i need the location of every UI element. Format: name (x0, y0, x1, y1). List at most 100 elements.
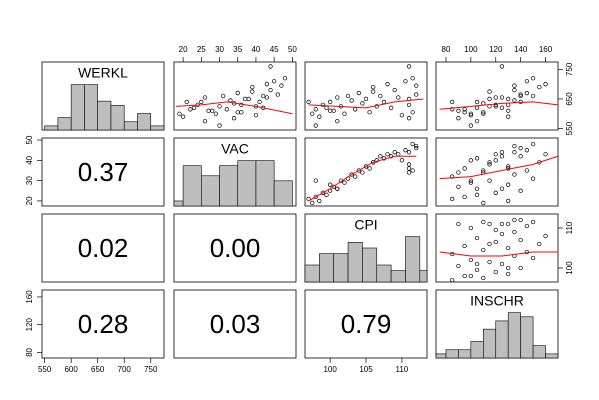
scatter-point (324, 105, 329, 110)
hist-bar (137, 113, 152, 131)
hist-bar (520, 316, 534, 359)
scatter-point (414, 83, 419, 88)
hist-bar (458, 349, 472, 359)
scatter-point (506, 198, 511, 204)
scatter-point (512, 217, 517, 223)
tick-label: 110 (565, 221, 574, 234)
scatter-point (487, 89, 492, 94)
scatter-point (378, 93, 383, 99)
scatter-point (487, 178, 492, 183)
smooth-line (175, 101, 293, 115)
scatter-point (406, 116, 412, 121)
tick-label: 110 (395, 365, 408, 374)
scatter-point (518, 237, 523, 243)
panel-frame (173, 213, 297, 283)
hist-bar (173, 200, 184, 207)
scatter-point (493, 104, 498, 109)
scatter-point (450, 107, 455, 112)
scatter-point (306, 99, 311, 105)
scatter-point (493, 95, 498, 100)
scatter-point (530, 93, 536, 99)
scatter-point (261, 93, 266, 99)
scatter-point (406, 64, 412, 69)
scatter-point (320, 190, 326, 195)
scatter-point (184, 99, 189, 105)
scatter-point (524, 90, 530, 96)
scatter-point (356, 168, 361, 173)
tick-label: 25 (197, 45, 206, 54)
correlation: 0.00 (210, 233, 261, 263)
tick-label: 40 (25, 155, 34, 164)
hist-bar (70, 84, 85, 131)
scatter-point (202, 118, 208, 124)
scatter-point (450, 196, 455, 202)
scatter-point (487, 96, 492, 102)
scatter-point (530, 255, 536, 261)
scatter-point (385, 82, 390, 87)
scatter-point (250, 84, 255, 90)
tick-label: 700 (118, 365, 132, 374)
scatter-point (481, 110, 486, 115)
scatter-point (210, 108, 215, 113)
scatter-point (246, 96, 251, 102)
scatter-point (468, 257, 474, 263)
scatter-point (371, 84, 376, 90)
panel-frame (173, 289, 297, 359)
panel-frame (304, 61, 428, 131)
scatter-point (481, 111, 486, 116)
hist-bar (201, 175, 220, 207)
scatter-point (224, 107, 229, 112)
scatter-point (360, 170, 365, 175)
scatter-point (518, 217, 523, 223)
hist-bar (532, 345, 546, 359)
hist-bar (376, 264, 392, 283)
scatter-point (327, 182, 333, 187)
scatter-point (392, 87, 397, 93)
scatter-point (406, 162, 412, 167)
tick-label: 120 (489, 45, 503, 54)
scatter-point (499, 231, 505, 237)
scatter-point (191, 105, 197, 110)
scatter-point (474, 261, 480, 267)
scatter-point (257, 99, 262, 105)
scatter-point (456, 116, 461, 121)
scatter-point (506, 221, 511, 227)
panel-frame (41, 213, 165, 283)
variable-name: INSCHR (470, 293, 524, 309)
correlation: 0.37 (78, 157, 129, 187)
scatter-point (367, 110, 372, 115)
tick-label: 30 (215, 45, 224, 54)
smooth-line (308, 155, 417, 202)
scatter-point (499, 154, 505, 159)
hist-bar (347, 242, 363, 283)
scatter-point (188, 107, 193, 112)
scatter-point (468, 180, 474, 185)
scatter-point (506, 245, 511, 251)
scatter-point (268, 64, 273, 69)
scatter-point (206, 108, 211, 113)
scatter-point (481, 168, 486, 173)
scatter-point (462, 110, 467, 115)
scatter-point (518, 145, 523, 151)
scatter-point (282, 76, 288, 81)
scatter-point (327, 108, 333, 113)
tick-label: 20 (25, 196, 34, 205)
scatter-point (487, 160, 492, 165)
correlation: 0.02 (78, 233, 129, 263)
hist-bar (495, 320, 509, 359)
scatter-point (406, 150, 412, 155)
scatter-point (543, 82, 548, 87)
hist-bar (470, 341, 484, 359)
scatter-point (275, 92, 280, 97)
scatter-point (317, 114, 322, 119)
scatter-point (403, 79, 408, 84)
scatter-point (180, 114, 186, 119)
scatter-point (506, 164, 511, 169)
hist-bar (273, 180, 293, 207)
tick-label: 80 (25, 347, 34, 356)
scatter-point (537, 241, 542, 247)
scatter-point (481, 275, 486, 281)
scatter-point (410, 76, 415, 81)
tick-label: 100 (323, 365, 337, 374)
panel-frame (435, 137, 559, 207)
